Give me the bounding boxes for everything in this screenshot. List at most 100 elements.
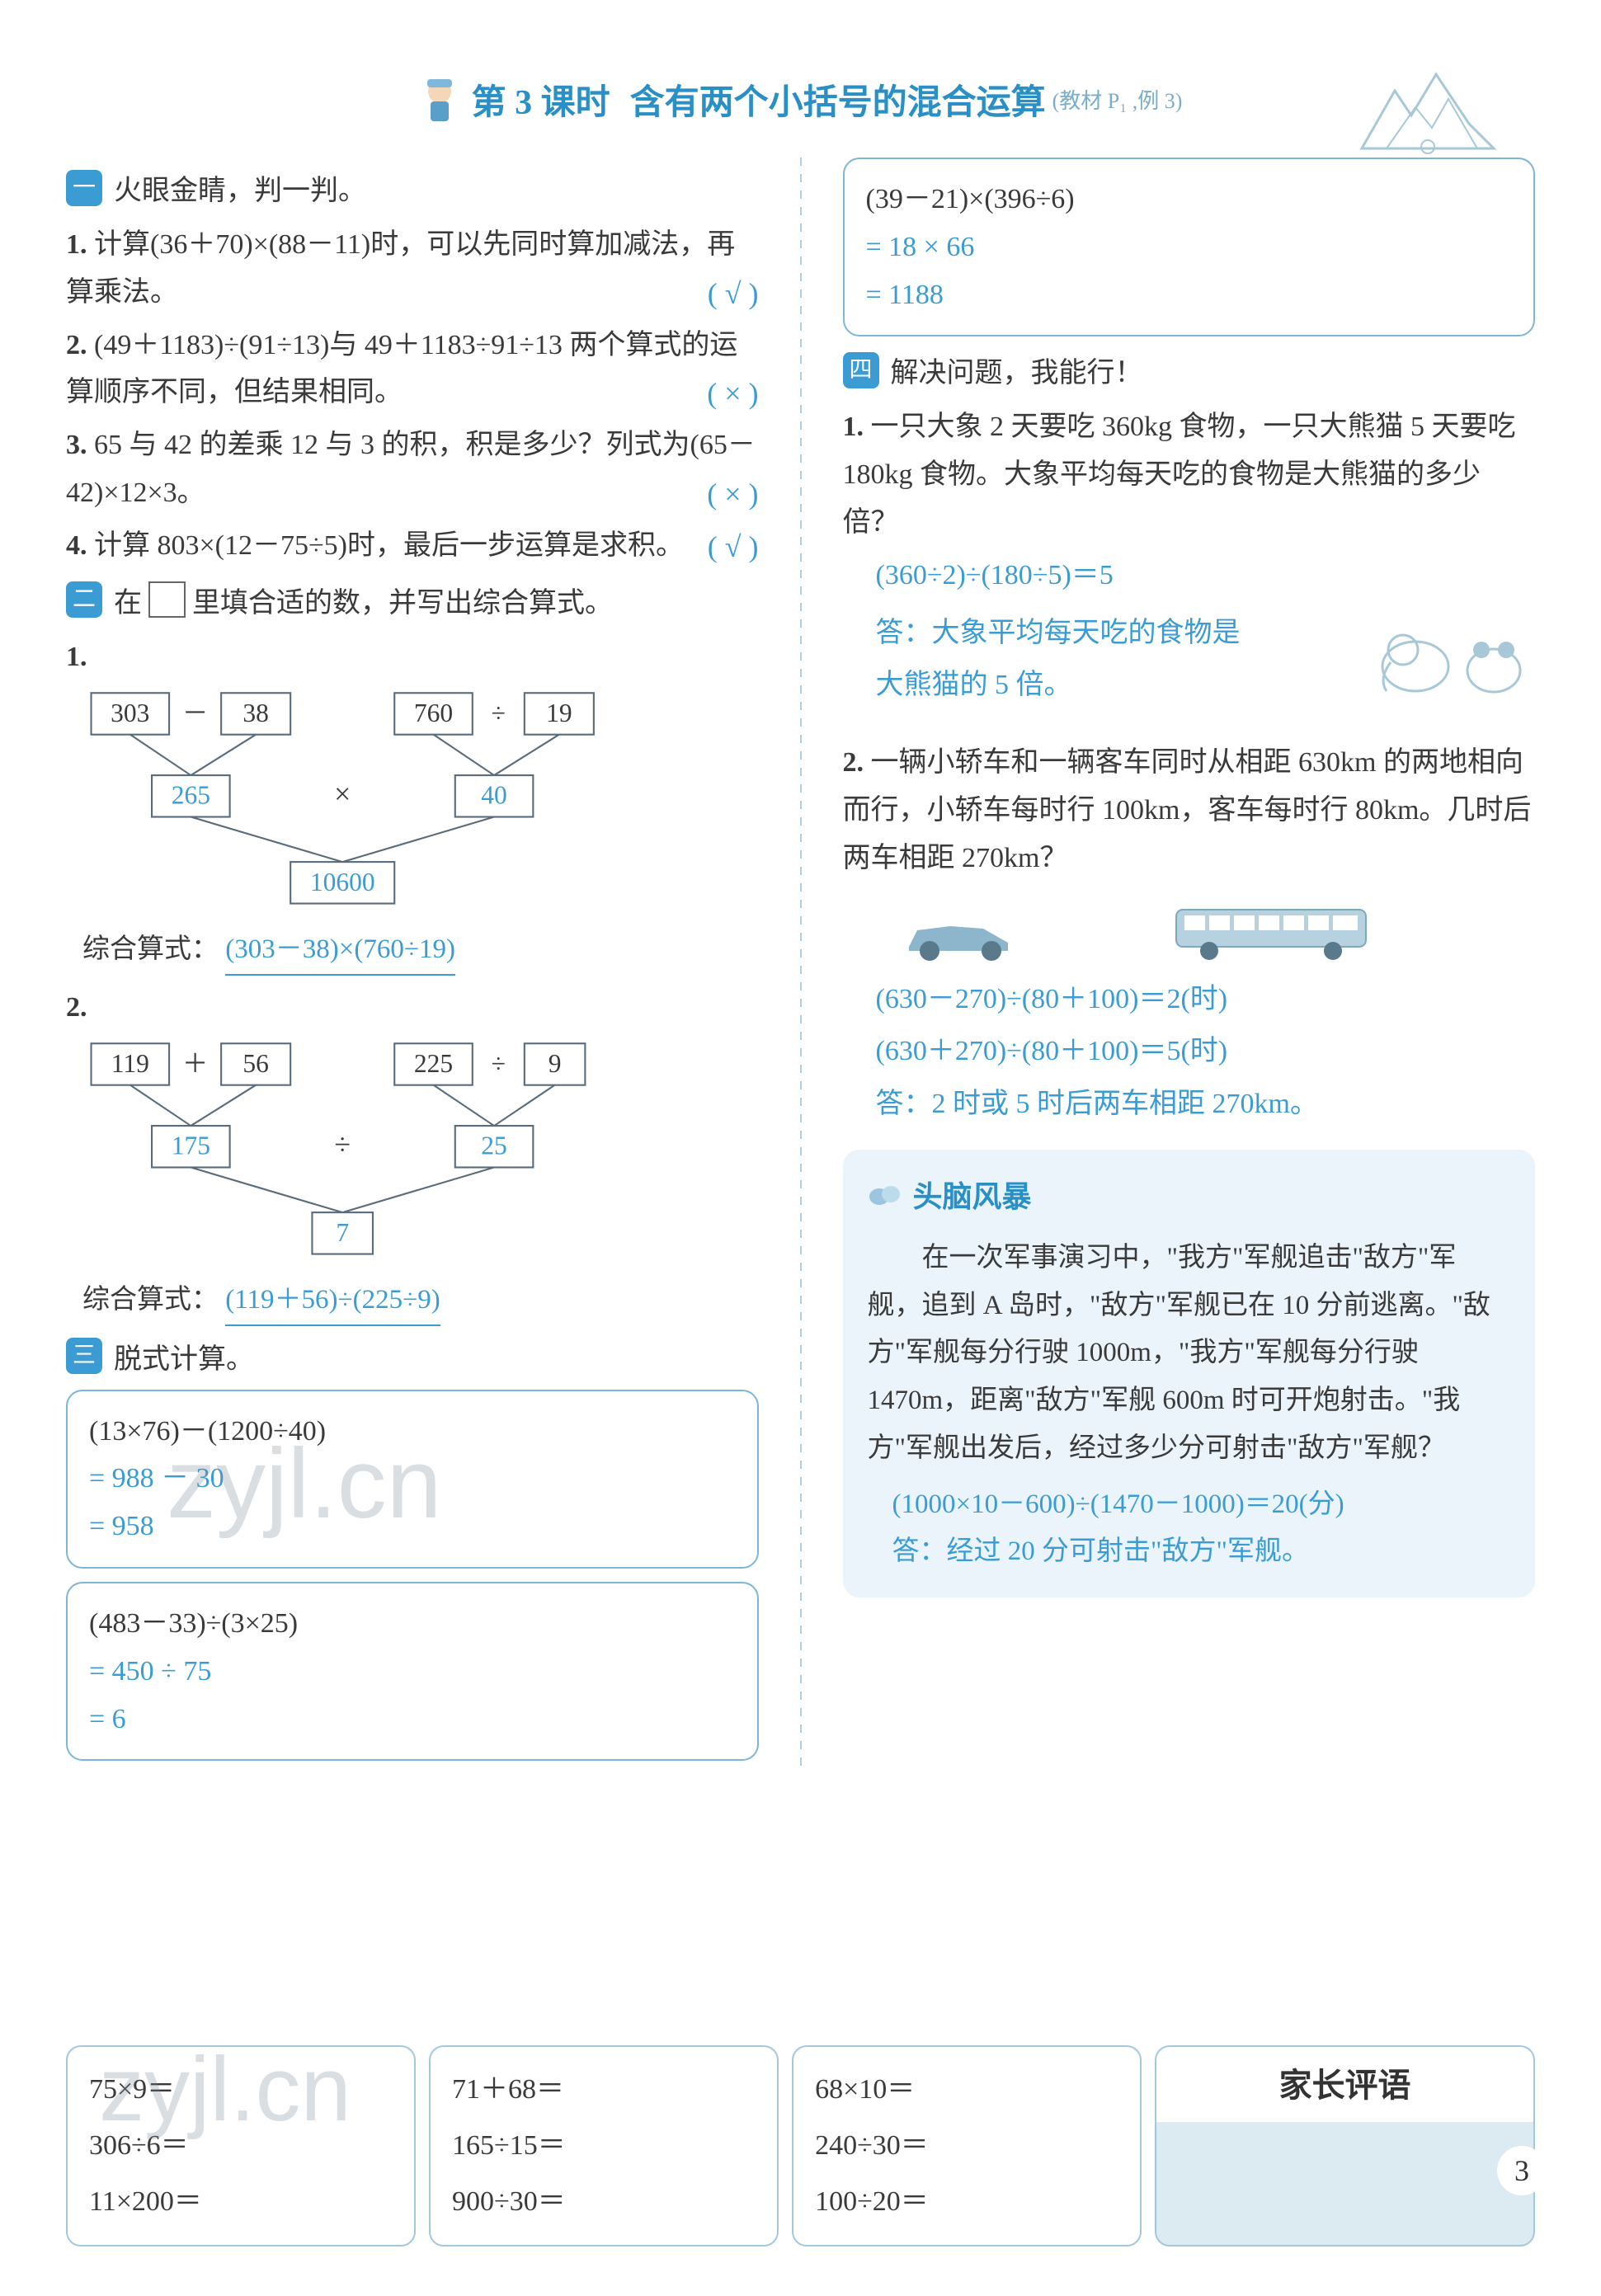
footer-expr: 900÷30＝ bbox=[452, 2174, 756, 2230]
qtext: 计算 803×(12－75÷5)时，最后一步运算是求积。 bbox=[94, 530, 684, 561]
calc-line: (13×76)－(1200÷40) bbox=[89, 1408, 736, 1456]
svg-text:－: － bbox=[182, 699, 209, 727]
brainstorm-ans-expr: (1000×10－600)÷(1470－1000)＝20(分) bbox=[868, 1481, 1511, 1529]
q4-2: 2. 一辆小轿车和一辆客车同时从相距 630km 的两地相向而行，小轿车每时行 … bbox=[843, 739, 1536, 882]
svg-text:119: 119 bbox=[111, 1049, 149, 1078]
section3-title: 脱式计算。 bbox=[114, 1336, 254, 1376]
svg-text:225: 225 bbox=[414, 1049, 453, 1078]
calc-ans: = 988 － 30 bbox=[89, 1455, 736, 1503]
cloud-icon bbox=[868, 1182, 901, 1207]
svg-text:9: 9 bbox=[549, 1049, 562, 1078]
tree1-svg: 303 － 38 760 ÷ 19 265 × bbox=[82, 689, 759, 914]
footer-expr: 71＋68＝ bbox=[452, 2062, 756, 2118]
tree1-label: 1. bbox=[66, 633, 759, 681]
tree-diagram-2: 119 ＋ 56 225 ÷ 9 175 ÷ bbox=[82, 1039, 759, 1325]
footer-expr: 11×200＝ bbox=[89, 2174, 393, 2230]
tree2-label: 2. bbox=[66, 984, 759, 1032]
footer-expr: 100÷20＝ bbox=[815, 2174, 1118, 2230]
brainstorm-ans-text: 答：经过 20 分可射击"敌方"军舰。 bbox=[868, 1528, 1511, 1576]
calc-box-1: (13×76)－(1200÷40) = 988 － 30 = 958 zyjl.… bbox=[66, 1390, 759, 1569]
lesson-subtitle: (教材 P₁ ,例 3) bbox=[1052, 84, 1183, 115]
svg-text:40: 40 bbox=[481, 781, 507, 810]
calc-ans: = 6 bbox=[89, 1696, 736, 1743]
svg-text:265: 265 bbox=[172, 781, 210, 810]
right-column: (39－21)×(396÷6) = 18 × 66 = 1188 四 解决问题，… bbox=[843, 158, 1536, 1774]
calc-ans: = 958 bbox=[89, 1503, 736, 1550]
svg-text:56: 56 bbox=[243, 1049, 268, 1078]
svg-text:＋: ＋ bbox=[182, 1049, 209, 1078]
section3-head: 三 脱式计算。 bbox=[66, 1336, 759, 1376]
qtext: 计算(36＋70)×(88－11)时，可以先同时算加减法，再算乘法。 bbox=[66, 229, 735, 308]
svg-text:×: × bbox=[334, 778, 351, 811]
lesson-number: 第 3 课时 bbox=[472, 74, 610, 125]
judge-mark: ( √ ) bbox=[708, 269, 759, 319]
footer-expr: 68×10＝ bbox=[815, 2062, 1118, 2118]
section1-head: 一 火眼金睛，判一判。 bbox=[66, 167, 759, 208]
main-columns: 一 火眼金睛，判一判。 1. 计算(36＋70)×(88－11)时，可以先同时算… bbox=[66, 158, 1535, 1774]
qnum: 4. bbox=[66, 530, 87, 561]
section1-title: 火眼金睛，判一判。 bbox=[114, 167, 366, 208]
brainstorm-box: 头脑风暴 在一次军事演习中，"我方"军舰追击"敌方"军舰，追到 A 岛时，"敌方… bbox=[843, 1150, 1536, 1597]
tree-diagram-1: 303 － 38 760 ÷ 19 265 × bbox=[82, 689, 759, 975]
judge-mark: ( √ ) bbox=[708, 522, 759, 572]
mountain-illustration-icon bbox=[1354, 49, 1502, 157]
footer-col-3: 68×10＝ 240÷30＝ 100÷20＝ bbox=[792, 2045, 1142, 2247]
parent-comment-title: 家长评语 bbox=[1178, 2058, 1512, 2106]
section1-badge: 一 bbox=[66, 170, 102, 206]
section2-badge: 二 bbox=[66, 581, 102, 618]
calc-ans: = 450 ÷ 75 bbox=[89, 1648, 736, 1696]
svg-text:19: 19 bbox=[546, 699, 572, 727]
calc-line: (483－33)÷(3×25) bbox=[89, 1600, 736, 1648]
judge-mark: ( × ) bbox=[707, 469, 758, 520]
section2-head: 二 在 里填合适的数，并写出综合算式。 bbox=[66, 580, 759, 620]
svg-text:÷: ÷ bbox=[492, 699, 506, 727]
expr-label: 综合算式： bbox=[82, 1285, 219, 1315]
calc-ans: = 18 × 66 bbox=[866, 223, 1513, 271]
footer-expr: 306÷6＝ bbox=[89, 2118, 393, 2174]
page-number: 3 bbox=[1497, 2146, 1547, 2195]
q4-2-ans2: (630＋270)÷(80＋100)＝5(时) bbox=[843, 1028, 1536, 1075]
qnum: 2. bbox=[66, 330, 87, 360]
calc-box-top-right: (39－21)×(396÷6) = 18 × 66 = 1188 bbox=[843, 158, 1536, 336]
q4-1-ans-text2: 大熊猫的 5 倍。 bbox=[843, 661, 1371, 709]
q4-1-ans-expr: (360÷2)÷(180÷5)＝5 bbox=[843, 552, 1536, 600]
qnum: 2. bbox=[843, 747, 864, 778]
footer-expr: 165÷15＝ bbox=[452, 2118, 756, 2174]
qtext: 一只大象 2 天要吃 360kg 食物，一只大熊猫 5 天要吃 180kg 食物… bbox=[843, 412, 1516, 538]
brainstorm-title: 头脑风暴 bbox=[868, 1171, 1511, 1223]
column-divider bbox=[800, 158, 802, 1774]
qtext: (49＋1183)÷(91÷13)与 49＋1183÷91÷13 两个算式的运算… bbox=[66, 330, 737, 408]
section3-badge: 三 bbox=[66, 1338, 102, 1374]
q1-4: 4. 计算 803×(12－75÷5)时，最后一步运算是求积。 ( √ ) bbox=[66, 522, 759, 570]
qtext: 65 与 42 的差乘 12 与 3 的积，积是多少？列式为(65－42)×12… bbox=[66, 430, 756, 508]
section2-title-post: 里填合适的数，并写出综合算式。 bbox=[192, 580, 613, 620]
car-icon bbox=[892, 906, 1057, 963]
section4-head: 四 解决问题，我能行！ bbox=[843, 350, 1536, 390]
calc-line: (39－21)×(396÷6) bbox=[866, 176, 1513, 223]
svg-text:÷: ÷ bbox=[334, 1128, 351, 1161]
boy-avatar-icon bbox=[419, 75, 460, 125]
brainstorm-text: 在一次军事演习中，"我方"军舰追击"敌方"军舰，追到 A 岛时，"敌方"军舰已在… bbox=[868, 1235, 1511, 1473]
left-column: 一 火眼金睛，判一判。 1. 计算(36＋70)×(88－11)时，可以先同时算… bbox=[66, 158, 759, 1774]
svg-text:175: 175 bbox=[172, 1132, 210, 1160]
judge-mark: ( × ) bbox=[707, 369, 758, 419]
svg-text:25: 25 bbox=[481, 1132, 507, 1160]
qnum: 1. bbox=[843, 412, 864, 442]
qtext: 一辆小轿车和一辆客车同时从相距 630km 的两地相向而行，小轿车每时行 100… bbox=[843, 747, 1532, 873]
calc-box-2: (483－33)÷(3×25) = 450 ÷ 75 = 6 bbox=[66, 1582, 759, 1761]
blank-icon bbox=[148, 581, 186, 618]
bus-icon bbox=[1168, 897, 1382, 963]
section2-title-pre: 在 bbox=[114, 580, 142, 620]
q1-3: 3. 65 与 42 的差乘 12 与 3 的积，积是多少？列式为(65－42)… bbox=[66, 421, 759, 517]
footer-col-2: 71＋68＝ 165÷15＝ 900÷30＝ bbox=[429, 2045, 779, 2247]
tree-node: 303 bbox=[111, 699, 149, 727]
q4-2-ans1: (630－270)÷(80＋100)＝2(时) bbox=[843, 976, 1536, 1023]
qnum: 3. bbox=[66, 430, 87, 460]
section4-badge: 四 bbox=[843, 352, 879, 388]
brainstorm-title-text: 头脑风暴 bbox=[913, 1180, 1032, 1213]
tree2-svg: 119 ＋ 56 225 ÷ 9 175 ÷ bbox=[82, 1039, 759, 1264]
qnum: 1. bbox=[66, 229, 87, 260]
svg-text:10600: 10600 bbox=[310, 868, 375, 896]
footer-expr: 75×9＝ bbox=[89, 2062, 393, 2118]
svg-text:÷: ÷ bbox=[492, 1049, 506, 1078]
